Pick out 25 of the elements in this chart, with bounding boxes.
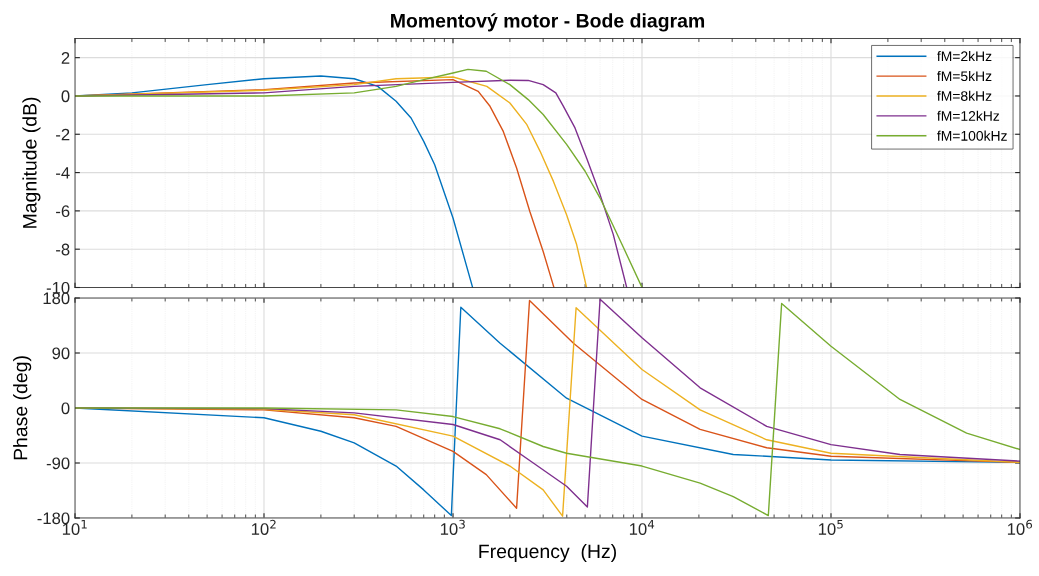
y-axis-title: Phase (deg) (13, 356, 32, 460)
legend-label: fM=100kHz (937, 130, 1007, 141)
y-tick-label: -8 (56, 243, 70, 256)
y-tick-label: 180 (43, 292, 70, 305)
y-tick-label: 0 (61, 90, 70, 103)
y-tick-label: 2 (61, 52, 70, 64)
chart-title: Momentový motor - Bode diagram (391, 13, 705, 32)
x-tick-label: 10$^{4}$ (629, 519, 655, 535)
y-tick-label: 0 (61, 402, 70, 415)
x-tick-label: 10$^{3}$ (440, 519, 465, 535)
x-tick-label: 10$^{5}$ (818, 519, 843, 535)
y-tick-label: -90 (46, 457, 70, 470)
y-tick-label: -2 (56, 128, 70, 141)
x-axis-title: Frequency (Hz) (479, 543, 616, 563)
legend-label: fM=8kHz (937, 90, 992, 101)
legend-label: fM=5kHz (937, 70, 992, 82)
x-tick-label: 10$^{6}$ (1007, 519, 1033, 535)
y-tick-label: 90 (52, 347, 70, 360)
y-tick-label: -10 (46, 281, 70, 294)
y-tick-label: -4 (56, 167, 70, 179)
legend-label: fM=2kHz (937, 51, 992, 62)
legend-label: fM=12kHz (937, 110, 1000, 121)
x-tick-label: 10$^{2}$ (251, 519, 276, 535)
y-tick-label: -6 (56, 205, 70, 218)
y-axis-title: Magnitude (dB) (22, 97, 41, 228)
